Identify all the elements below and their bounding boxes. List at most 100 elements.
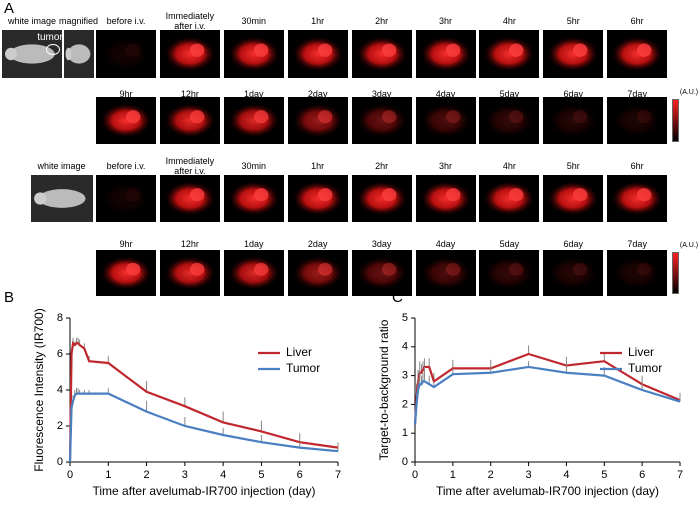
fluorescence-image	[415, 175, 476, 222]
series-line	[413, 352, 681, 425]
time-label: white image	[7, 16, 57, 26]
fluorescence-image	[96, 30, 156, 78]
fluorescence-image	[287, 175, 348, 222]
x-tick-label: 0	[412, 469, 418, 481]
fluorescence-image	[479, 97, 540, 144]
fluorescence-image	[287, 30, 348, 78]
fluorescence-image	[607, 97, 668, 144]
y-tick-label: 6	[57, 348, 63, 360]
x-axis-label: Time after avelumab-IR700 injection (day…	[436, 484, 659, 498]
time-label: 1day	[244, 89, 264, 99]
y-tick-label: 4	[402, 341, 408, 353]
colorbar-label: (A.U.)	[679, 242, 699, 249]
time-label: Immediately after i.v.	[165, 11, 215, 31]
x-tick-label: 4	[563, 469, 569, 481]
x-tick-label: 3	[526, 469, 532, 481]
fluorescence-image	[607, 175, 668, 222]
x-tick-label: 5	[601, 469, 607, 481]
time-label: 2hr	[375, 161, 389, 171]
y-tick-label: 2	[57, 420, 63, 432]
panel-label: B	[4, 289, 14, 306]
panel-label: A	[4, 0, 15, 17]
fluorescence-image	[543, 30, 604, 78]
time-label: 5day	[499, 239, 520, 249]
time-label: 4hr	[502, 161, 516, 171]
time-label: before i.v.	[106, 161, 146, 171]
time-label: before i.v.	[106, 16, 146, 26]
series-line	[68, 392, 339, 463]
fluorescence-image	[159, 97, 220, 144]
time-label: 6day	[563, 89, 584, 99]
fluorescence-image	[479, 250, 540, 296]
fluorescence-image	[479, 175, 540, 222]
time-label: 2hr	[375, 16, 389, 26]
fluorescence-image	[351, 97, 412, 144]
fluorescence-image	[543, 97, 604, 144]
time-label: 3day	[371, 89, 392, 99]
time-label: 1hr	[311, 16, 325, 26]
y-tick-label: 5	[402, 312, 408, 324]
fluorescence-image	[96, 250, 156, 296]
time-label: 1day	[244, 239, 264, 249]
x-axis-label: Time after avelumab-IR700 injection (day…	[93, 484, 316, 498]
fluorescence-image	[287, 97, 348, 144]
y-axis-label: Fluorescence Intensity (IR700)	[32, 308, 46, 471]
time-label: 9hr	[119, 239, 133, 249]
x-tick-label: 7	[335, 469, 341, 481]
y-tick-label: 2	[402, 398, 408, 410]
fluorescence-image	[159, 250, 220, 296]
fluorescence-image	[223, 175, 284, 222]
colorbar-label: (A.U.)	[679, 89, 699, 96]
time-label: 30min	[241, 161, 267, 171]
time-label: magnified	[59, 16, 99, 26]
time-label: white image	[37, 161, 86, 171]
fluorescence-image	[351, 250, 412, 296]
fluorescence-image	[415, 250, 476, 296]
time-label: 7day	[627, 89, 647, 99]
legend-label: Liver	[286, 345, 312, 359]
fluorescence-image	[351, 30, 412, 78]
time-label: 1hr	[311, 161, 325, 171]
time-label: 5day	[499, 89, 520, 99]
time-label: 4day	[435, 89, 456, 99]
fluorescence-image	[223, 30, 284, 78]
colorbar	[672, 99, 679, 142]
white-image	[64, 30, 94, 78]
y-tick-label: 0	[402, 456, 408, 468]
panel-label: C	[392, 289, 403, 306]
fluorescence-image	[415, 97, 476, 144]
x-tick-label: 3	[182, 469, 188, 481]
y-tick-label: 1	[402, 427, 408, 439]
fluorescence-image	[96, 175, 156, 222]
fluorescence-image	[543, 175, 604, 222]
series-line	[413, 365, 681, 425]
fluorescence-image	[159, 30, 220, 78]
time-label: 2day	[307, 89, 328, 99]
x-tick-label: 6	[639, 469, 645, 481]
time-label: 12hr	[180, 89, 199, 99]
colorbar	[672, 252, 679, 294]
x-tick-label: 1	[450, 469, 456, 481]
time-label: 7day	[627, 239, 647, 249]
y-axis-label: Target-to-background ratio	[377, 319, 391, 460]
white-image	[31, 175, 93, 222]
fluorescence-image	[607, 250, 668, 296]
time-label: 5hr	[566, 161, 580, 171]
y-tick-label: 0	[57, 456, 63, 468]
time-label: 6hr	[630, 16, 644, 26]
series-line	[68, 340, 339, 463]
legend-label: Tumor	[286, 361, 320, 375]
x-tick-label: 4	[220, 469, 226, 481]
y-tick-label: 4	[57, 384, 63, 396]
x-tick-label: 2	[144, 469, 150, 481]
time-label: 30min	[241, 16, 267, 26]
x-tick-label: 0	[67, 469, 73, 481]
fluorescence-image	[223, 250, 284, 296]
time-label: 2day	[307, 239, 328, 249]
x-tick-label: 7	[677, 469, 683, 481]
time-label: 3hr	[438, 16, 452, 26]
legend-label: Tumor	[628, 361, 662, 375]
time-label: 4hr	[502, 16, 516, 26]
fluorescence-image	[96, 97, 156, 144]
